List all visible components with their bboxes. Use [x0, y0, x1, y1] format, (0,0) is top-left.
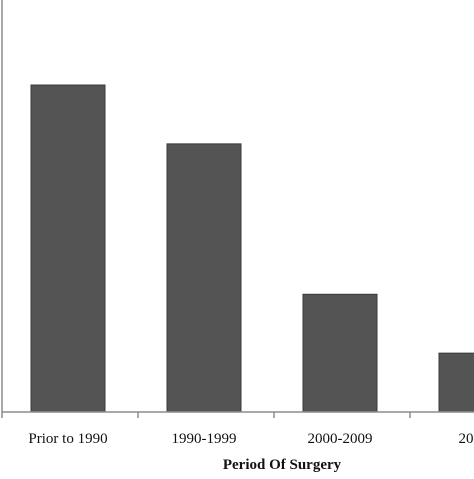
- labels-layer: Prior to 1990 1990-1999 2000-2009 2010-: [28, 431, 474, 447]
- x-tick-label-1990-1999: 1990-1999: [172, 431, 237, 447]
- bar-prior-to-1990: [31, 85, 105, 412]
- bars-layer: [31, 85, 474, 412]
- bar-2000-2009: [303, 294, 377, 412]
- x-tick-label-2010: 2010-: [459, 431, 474, 447]
- x-tick-label-2000-2009: 2000-2009: [308, 431, 373, 447]
- bar-2010: [439, 353, 474, 412]
- x-axis-title: Period Of Surgery: [223, 457, 342, 473]
- x-tick-label-prior-to-1990: Prior to 1990: [28, 431, 107, 447]
- bar-1990-1999: [167, 144, 241, 412]
